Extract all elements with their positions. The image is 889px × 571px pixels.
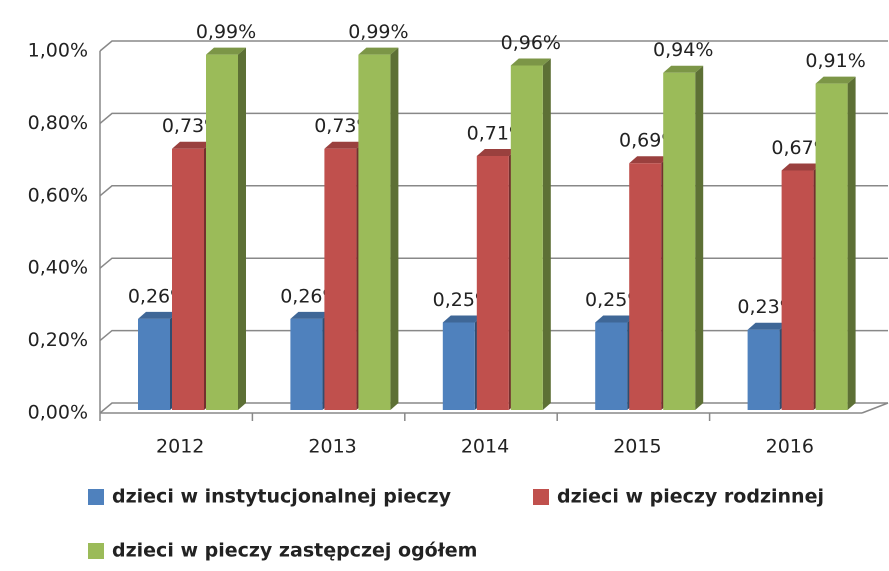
bar-face (358, 54, 391, 411)
bar-face (510, 65, 543, 410)
bar-face (206, 54, 238, 411)
bar-face (476, 148, 517, 156)
y-tick-label: 0,00% (28, 402, 88, 424)
x-tick-label: 2012 (156, 436, 204, 458)
data-label: 0,96% (501, 32, 561, 54)
bar-face (542, 58, 551, 410)
bar-face (324, 141, 365, 149)
bar-face (695, 65, 704, 410)
bar (815, 76, 856, 410)
bar-face (747, 329, 780, 410)
bar (206, 47, 246, 411)
bar-face (747, 322, 788, 330)
bar-face (358, 47, 399, 55)
bar-face (172, 141, 212, 149)
x-tick-label: 2014 (461, 436, 509, 458)
bar-face (138, 311, 178, 319)
bar-face (324, 148, 357, 411)
data-label: 0,99% (196, 21, 256, 43)
legend-label: dzieci w instytucjonalnej pieczy (112, 486, 452, 508)
bar-face (172, 148, 204, 411)
data-label: 0,94% (653, 39, 713, 61)
bar-face (290, 311, 331, 319)
bar (510, 58, 551, 410)
legend-swatch (88, 543, 104, 559)
grid-line (99, 112, 888, 124)
bar-face (595, 315, 636, 323)
data-label: 0,99% (348, 21, 408, 43)
bar-face (781, 170, 814, 410)
legend-label: dzieci w pieczy zastępczej ogółem (112, 540, 477, 562)
bar-face (238, 47, 246, 411)
y-tick-label: 1,00% (28, 40, 88, 62)
bar (663, 65, 704, 410)
bar-face (815, 76, 856, 84)
bar-face (290, 318, 323, 410)
bar-face (629, 163, 662, 410)
x-tick-label: 2016 (766, 436, 814, 458)
bar-face (510, 58, 551, 66)
bar-face (476, 155, 509, 410)
bar-face (663, 72, 696, 410)
bar-face (847, 76, 856, 410)
bar-face (138, 318, 170, 410)
x-tick-label: 2015 (613, 436, 661, 458)
bar (358, 47, 399, 411)
bar-face (595, 322, 628, 410)
floor-edge (861, 402, 889, 414)
bar-face (629, 156, 670, 164)
y-tick-label: 0,20% (28, 329, 88, 351)
legend-swatch (533, 489, 549, 505)
x-tick-label: 2013 (308, 436, 356, 458)
bar-face (206, 47, 246, 55)
bar-face (442, 322, 475, 410)
legend-label: dzieci w pieczy rodzinnej (557, 486, 824, 508)
bar-face (781, 163, 822, 171)
grid-line (99, 40, 888, 52)
legend-swatch (88, 489, 104, 505)
y-tick-label: 0,60% (28, 184, 88, 206)
y-tick-label: 0,40% (28, 257, 88, 279)
bar-face (663, 65, 704, 73)
bar-face (442, 315, 483, 323)
bar-face (390, 47, 399, 411)
bar-face (815, 83, 848, 410)
data-label: 0,91% (805, 50, 865, 72)
y-tick-label: 0,80% (28, 112, 88, 134)
